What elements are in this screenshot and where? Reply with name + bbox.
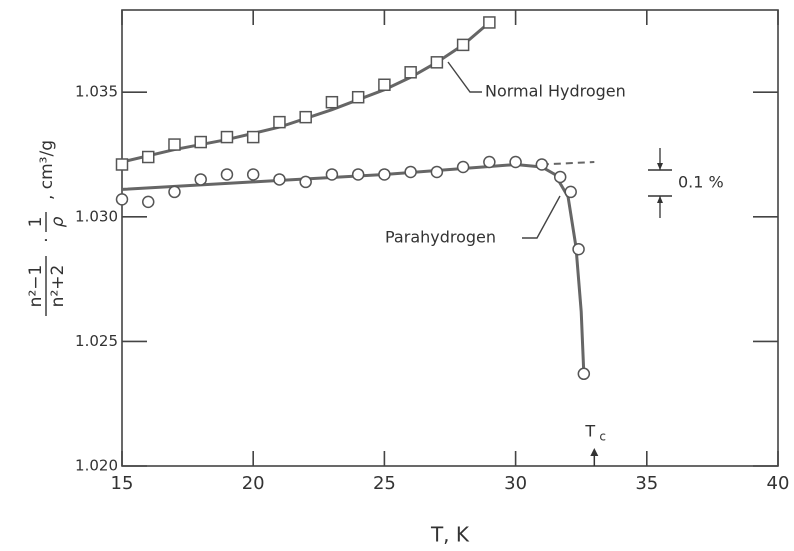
square-marker bbox=[220, 130, 234, 144]
circle-marker bbox=[141, 195, 155, 209]
y-label-dot: · bbox=[37, 237, 57, 242]
series-label: Normal Hydrogen bbox=[485, 82, 626, 101]
leader-line bbox=[522, 195, 561, 239]
circle-marker bbox=[194, 173, 207, 186]
y-label-inv-den: ρ bbox=[48, 216, 68, 227]
circle-marker bbox=[564, 185, 577, 199]
circle-marker bbox=[509, 155, 522, 169]
y-tick-label: 1.030 bbox=[75, 207, 118, 225]
x-tick-label: 15 bbox=[111, 473, 134, 494]
circle-marker bbox=[577, 367, 591, 381]
circle-marker bbox=[483, 155, 496, 169]
circle-marker bbox=[246, 168, 260, 181]
circle-marker bbox=[553, 170, 567, 184]
tc-subscript: c bbox=[599, 430, 606, 444]
square-marker bbox=[456, 38, 470, 52]
y-tick-label: 1.035 bbox=[75, 83, 118, 101]
circle-marker bbox=[115, 193, 129, 206]
square-marker bbox=[141, 150, 155, 164]
fit-curve bbox=[541, 161, 595, 166]
circle-marker bbox=[220, 168, 234, 181]
circle-marker bbox=[299, 175, 312, 189]
leader-line bbox=[447, 61, 482, 93]
square-marker bbox=[115, 158, 129, 171]
circle-marker bbox=[430, 165, 444, 179]
series-label: Parahydrogen bbox=[385, 228, 496, 247]
tc-arrowhead bbox=[590, 448, 599, 456]
scale-arrowhead bbox=[657, 196, 663, 203]
y-label-numerator: n²−1 bbox=[26, 265, 46, 308]
square-marker bbox=[483, 16, 496, 29]
square-marker bbox=[299, 110, 312, 124]
square-marker bbox=[168, 138, 181, 151]
square-marker bbox=[194, 135, 207, 149]
plot-frame bbox=[121, 9, 779, 467]
y-tick-label: 1.020 bbox=[75, 457, 118, 475]
x-tick-label: 25 bbox=[373, 473, 396, 494]
y-label-unit: , cm³/g bbox=[37, 140, 57, 200]
square-marker bbox=[351, 90, 365, 104]
y-label-inv-num: 1 bbox=[26, 217, 46, 228]
fit-curve bbox=[121, 162, 586, 374]
y-tick-label: 1.025 bbox=[75, 332, 118, 350]
x-tick-label: 30 bbox=[504, 473, 527, 494]
circle-marker bbox=[404, 165, 417, 179]
circle-marker bbox=[325, 168, 339, 181]
y-label-denominator: n²+2 bbox=[48, 265, 68, 308]
square-marker bbox=[273, 115, 286, 129]
circle-marker bbox=[351, 168, 365, 181]
square-marker bbox=[246, 130, 260, 144]
square-marker bbox=[430, 56, 444, 69]
x-axis-label: T, K bbox=[430, 523, 470, 547]
y-axis-label: n²−1 n²+2 · 1 ρ , cm³/g bbox=[26, 140, 68, 316]
square-marker bbox=[325, 95, 339, 109]
scale-arrowhead bbox=[657, 163, 663, 170]
circle-marker bbox=[378, 168, 391, 181]
scale-label: 0.1 % bbox=[678, 173, 724, 192]
tc-label: T bbox=[584, 422, 595, 441]
circle-marker bbox=[535, 158, 549, 171]
square-marker bbox=[378, 78, 391, 92]
circle-marker bbox=[572, 242, 585, 256]
circle-marker bbox=[456, 160, 470, 174]
x-tick-label: 20 bbox=[242, 473, 265, 494]
circle-marker bbox=[273, 173, 286, 186]
circle-marker bbox=[168, 185, 181, 199]
x-tick-label: 40 bbox=[767, 473, 790, 494]
x-tick-label: 35 bbox=[635, 473, 658, 494]
square-marker bbox=[404, 66, 417, 79]
